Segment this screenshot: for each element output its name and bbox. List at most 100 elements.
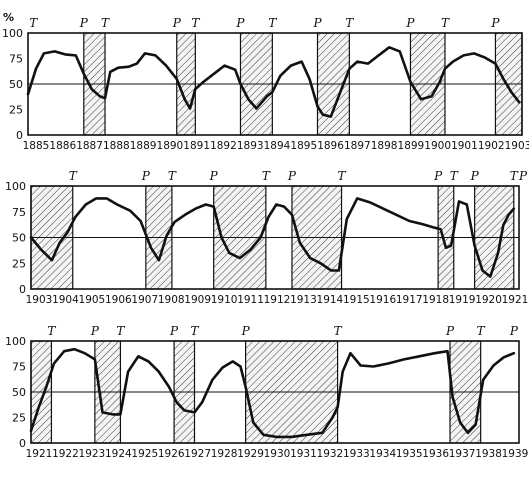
panel-2-ytick-0: 0 xyxy=(19,283,26,296)
panel-2-xtick-1906-3: 1906 xyxy=(105,294,132,306)
panel-3-frame xyxy=(30,340,520,444)
panel-3-phase-marker-2: P xyxy=(90,324,100,338)
panel-1-ytick-100: 100 xyxy=(2,27,23,40)
panel-2-ytick-100: 100 xyxy=(5,180,26,193)
panel-3-series-line xyxy=(29,347,516,439)
panel-3-phase-marker-4: P xyxy=(169,324,179,338)
panel-3-xtick-1938-17: 1938 xyxy=(475,448,502,460)
panel-1-ytick-50: 50 xyxy=(9,78,23,91)
panel-2-xtick-1911-8: 1911 xyxy=(237,294,264,306)
panel-2-xtick-1916-13: 1916 xyxy=(369,294,396,306)
panel-3-xtick-1932-11: 1932 xyxy=(317,448,344,460)
panel-2-xtick-1903-0: 1903 xyxy=(26,294,53,306)
panel-3-xtick-1929-8: 1929 xyxy=(237,448,264,460)
panel-2-phase-marker-6: P xyxy=(287,169,297,183)
panel-3-xtick-1939-18: 1939 xyxy=(502,448,529,460)
panel-2-xtick-1904-1: 1904 xyxy=(52,294,79,306)
panel-1-xtick-1897-12: 1897 xyxy=(344,140,371,152)
panel-2-xtick-1915-12: 1915 xyxy=(343,294,370,306)
panel-1-xtick-1885-0: 1885 xyxy=(23,140,50,152)
panel-1-xtick-1894-9: 1894 xyxy=(264,140,291,152)
panel-3-ytick-100: 100 xyxy=(5,335,26,348)
panel-2-xtick-1913-10: 1913 xyxy=(290,294,317,306)
panel-1-xtick-1891-6: 1891 xyxy=(183,140,210,152)
panel-2-phase-marker-8: P xyxy=(433,169,443,183)
panel-3-xtick-1923-2: 1923 xyxy=(79,448,106,460)
panel-1-phase-marker-1: T xyxy=(29,16,38,30)
panel-1-ylabel: % xyxy=(3,11,14,24)
panel-2-phase-marker-2: P xyxy=(141,169,151,183)
panel-3-xtick-1931-10: 1931 xyxy=(290,448,317,460)
panel-1-xtick-1899-14: 1899 xyxy=(398,140,425,152)
panel-1-series-line xyxy=(26,45,521,118)
panel-2-ytick-75: 75 xyxy=(12,206,26,219)
panel-1-xtick-1896-11: 1896 xyxy=(317,140,344,152)
panel-3-xtick-1926-5: 1926 xyxy=(158,448,185,460)
panel-2-phase-marker-12: P xyxy=(518,169,528,183)
panel-1-xtick-1902-17: 1902 xyxy=(478,140,505,152)
panel-2-series-line xyxy=(29,197,516,278)
panel-2-phase-marker-11: T xyxy=(510,169,519,183)
panel-2-xtick-1921-18: 1921 xyxy=(502,294,529,306)
panel-3-xtick-1924-3: 1924 xyxy=(105,448,132,460)
panel-3-xtick-1922-1: 1922 xyxy=(52,448,79,460)
panel-1-xtick-1898-13: 1898 xyxy=(371,140,398,152)
panel-1-frame xyxy=(27,32,523,136)
panel-1-xtick-1887-2: 1887 xyxy=(76,140,103,152)
panel-2-phase-marker-7: T xyxy=(338,169,347,183)
panel-1-xtick-1892-7: 1892 xyxy=(210,140,237,152)
panel-1-phase-marker-2: P xyxy=(79,16,89,30)
panel-1-ytick-25: 25 xyxy=(9,104,23,117)
panel-2-xtick-1909-6: 1909 xyxy=(184,294,211,306)
panel-2-xtick-1908-5: 1908 xyxy=(158,294,185,306)
panel-2-xtick-1910-7: 1910 xyxy=(211,294,238,306)
panel-1-phase-marker-11: T xyxy=(441,16,450,30)
panel-3-xtick-1925-4: 1925 xyxy=(131,448,158,460)
panel-2-phase-marker-4: P xyxy=(209,169,219,183)
panel-3-phase-marker-3: T xyxy=(116,324,125,338)
panel-2-phase-marker-9: T xyxy=(450,169,459,183)
panel-2-phase-marker-1: T xyxy=(69,169,78,183)
panel-3-xtick-1927-6: 1927 xyxy=(184,448,211,460)
panel-2-xtick-1912-9: 1912 xyxy=(264,294,291,306)
panel-1-xtick-1890-5: 1890 xyxy=(157,140,184,152)
panel-1-xtick-1893-8: 1893 xyxy=(237,140,264,152)
panel-2-xtick-1917-14: 1917 xyxy=(396,294,423,306)
panel-3-ytick-0: 0 xyxy=(19,437,26,450)
panel-3-ytick-25: 25 xyxy=(12,412,26,425)
panel-1-phase-marker-3: T xyxy=(101,16,110,30)
panel-3-ytick-50: 50 xyxy=(12,386,26,399)
panel-2-xtick-1905-2: 1905 xyxy=(79,294,106,306)
panel-3-xtick-1930-9: 1930 xyxy=(264,448,291,460)
panel-3-xtick-1928-7: 1928 xyxy=(211,448,238,460)
panel-1-phase-marker-6: P xyxy=(235,16,245,30)
panel-1-xtick-1901-16: 1901 xyxy=(451,140,478,152)
panel-2-xtick-1907-4: 1907 xyxy=(131,294,158,306)
panel-3-phase-marker-9: T xyxy=(477,324,486,338)
panel-3-phase-marker-5: T xyxy=(191,324,200,338)
panel-2-xtick-1920-17: 1920 xyxy=(475,294,502,306)
panel-1-phase-marker-12: P xyxy=(490,16,500,30)
panel-1-xtick-1886-1: 1886 xyxy=(49,140,76,152)
panel-1-phase-marker-10: P xyxy=(405,16,415,30)
panel-3-phase-marker-10: P xyxy=(509,324,519,338)
panel-1-phase-marker-5: T xyxy=(191,16,200,30)
panel-1-xtick-1888-3: 1888 xyxy=(103,140,130,152)
panel-3-xtick-1933-12: 1933 xyxy=(343,448,370,460)
panel-1-xtick-1903-18: 1903 xyxy=(505,140,529,152)
panel-3-xtick-1921-0: 1921 xyxy=(26,448,53,460)
panel-1-xtick-1889-4: 1889 xyxy=(130,140,157,152)
panel-3-phase-marker-6: P xyxy=(241,324,251,338)
panel-1-ytick-75: 75 xyxy=(9,53,23,66)
panel-2-phase-marker-5: T xyxy=(262,169,271,183)
panel-3-xtick-1937-16: 1937 xyxy=(449,448,476,460)
panel-3-phase-marker-7: T xyxy=(334,324,343,338)
panel-3-xtick-1934-13: 1934 xyxy=(369,448,396,460)
panel-1-xtick-1895-10: 1895 xyxy=(290,140,317,152)
panel-2-ytick-25: 25 xyxy=(12,257,26,270)
panel-2-xtick-1919-16: 1919 xyxy=(449,294,476,306)
panel-3-phase-marker-8: P xyxy=(445,324,455,338)
panel-2-xtick-1918-15: 1918 xyxy=(422,294,449,306)
panel-1-phase-marker-9: T xyxy=(345,16,354,30)
